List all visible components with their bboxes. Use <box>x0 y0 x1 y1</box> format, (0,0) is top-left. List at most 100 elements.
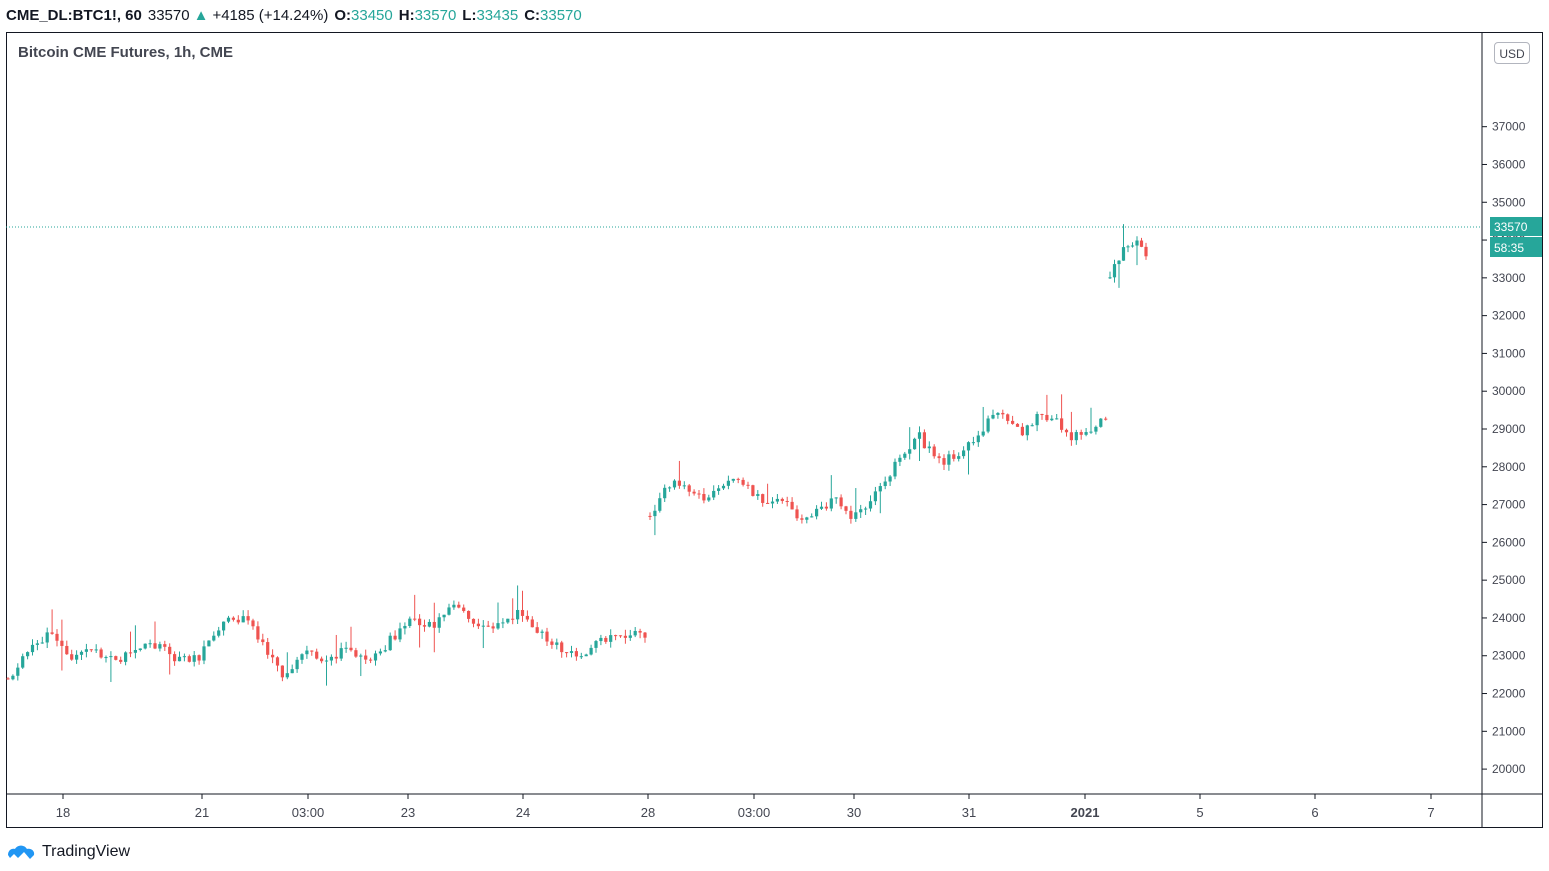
candle-body <box>324 660 329 662</box>
time-tick-label: 2021 <box>1071 805 1100 820</box>
candle-body <box>864 508 868 510</box>
candle-body <box>1040 414 1044 416</box>
candle-body <box>75 654 79 660</box>
candle-body <box>153 643 157 649</box>
candle-body <box>329 656 333 661</box>
candle-body <box>99 649 103 658</box>
candle-body <box>1094 426 1098 432</box>
price-axis[interactable]: 20000 21000 22000 23000 24000 25000 26000 27000… <box>1482 120 1526 776</box>
candle-body <box>231 617 235 620</box>
tradingview-logo[interactable]: TradingView <box>6 841 130 863</box>
candle-body <box>320 658 324 662</box>
candle-body <box>1050 418 1054 421</box>
candle-body <box>1126 246 1130 248</box>
time-tick-label: 7 <box>1427 805 1434 820</box>
candle-body <box>300 654 304 660</box>
price-tick-label: 20000 <box>1492 762 1526 776</box>
candle-body <box>275 657 280 666</box>
candle-body <box>932 446 936 457</box>
candle-body <box>364 655 368 660</box>
candle-body <box>35 643 39 645</box>
candle-body <box>163 644 167 647</box>
close-label: C: <box>524 6 541 24</box>
candle-body <box>261 639 265 643</box>
candle-body <box>908 449 912 454</box>
price-tick-label: 35000 <box>1492 195 1526 209</box>
candle-body <box>256 626 260 640</box>
candle-body <box>94 649 98 651</box>
candle-body <box>618 635 623 637</box>
candle-body <box>893 461 897 477</box>
candle-body <box>560 642 564 653</box>
countdown-badge-bg <box>1490 237 1542 257</box>
price-tick-label: 28000 <box>1492 460 1526 474</box>
candle-body <box>182 656 186 658</box>
candle-body <box>251 620 255 627</box>
candle-body <box>471 618 476 624</box>
candle-body <box>413 618 417 620</box>
candle-body <box>1064 429 1069 433</box>
candle-body <box>986 418 990 432</box>
candle-body <box>712 490 716 498</box>
currency-button[interactable]: USD <box>1494 42 1530 64</box>
candle-body <box>1089 431 1093 433</box>
candle-body <box>1035 414 1039 426</box>
candle-body <box>457 604 461 608</box>
candle-body <box>520 609 525 616</box>
time-tick-label: 23 <box>401 805 415 820</box>
time-axis[interactable]: 18 21 03:00 23 24 28 03:00 30 31 2021 5 6 7 <box>56 794 1435 820</box>
candle-body <box>124 652 128 662</box>
candle-body <box>119 659 123 662</box>
candle-body <box>1144 246 1148 257</box>
candle-body <box>1001 412 1005 415</box>
candle-body <box>1015 423 1020 427</box>
countdown-badge: 58:35 <box>1494 241 1524 255</box>
candle-body <box>1084 432 1088 435</box>
candle-body <box>1117 260 1121 265</box>
candle-body <box>594 641 598 648</box>
candle-body <box>643 632 647 638</box>
candle-body <box>790 501 794 510</box>
candle-body <box>996 412 1000 415</box>
symbol-name[interactable]: CME_DL:BTC1!, 60 <box>6 6 142 24</box>
time-tick-label: 18 <box>56 805 70 820</box>
candle-body <box>403 625 407 629</box>
candle-body <box>873 491 877 502</box>
candle-body <box>398 628 402 640</box>
candle-body <box>663 487 667 499</box>
candle-body <box>55 633 59 641</box>
candle-body <box>966 442 971 451</box>
price-tick-label: 21000 <box>1492 724 1526 738</box>
candle-body <box>50 632 54 634</box>
candle-body <box>349 647 353 651</box>
candle-body <box>810 516 814 518</box>
candle-body <box>638 630 642 633</box>
candle-body <box>1011 420 1015 424</box>
close-value: 33570 <box>540 6 582 24</box>
candle-body <box>369 659 373 661</box>
candle-body <box>373 653 378 661</box>
candle-body <box>168 646 172 655</box>
candle-body <box>467 610 471 619</box>
candle-body <box>21 656 25 668</box>
candle-body <box>408 618 412 626</box>
price-tick-label: 27000 <box>1492 498 1526 512</box>
candle-body <box>295 659 299 670</box>
candle-body <box>89 649 93 651</box>
candle-body <box>741 479 745 485</box>
candle-body <box>16 667 20 676</box>
candle-body <box>589 647 593 655</box>
price-tick-label: 31000 <box>1492 346 1526 360</box>
price-badge-bg <box>1490 217 1542 236</box>
candle-body <box>648 515 652 517</box>
candle-body <box>878 486 882 492</box>
candle-body <box>65 645 69 655</box>
candle-body <box>623 635 627 638</box>
candle-body <box>785 501 789 503</box>
candle-body <box>462 607 466 611</box>
candle-body <box>516 609 520 620</box>
candle-body <box>207 640 211 647</box>
candle-body <box>496 623 500 629</box>
candle-body <box>815 508 819 517</box>
